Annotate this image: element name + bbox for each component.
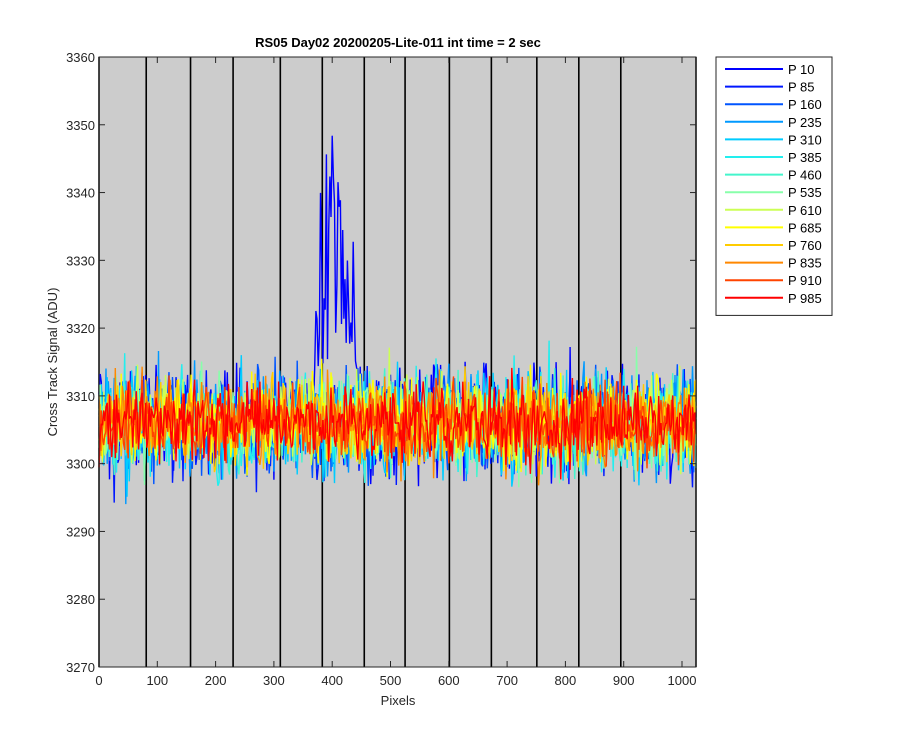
legend-box [715,56,833,316]
x-tick-label: 800 [555,673,577,688]
legend-label: P 910 [788,273,822,288]
legend-label: P 160 [788,97,822,112]
series-layer [98,135,697,505]
y-tick-label: 3340 [66,186,95,201]
x-tick-label: 900 [613,673,635,688]
legend-label: P 985 [788,291,822,306]
legend-label: P 460 [788,168,822,183]
x-tick-label: 200 [205,673,227,688]
legend-label: P 535 [788,185,822,200]
x-axis: 0 100 200 300 400 500 600 700 800 900 1000 [95,57,696,688]
y-tick-label: 3330 [66,253,95,268]
legend-label: P 835 [788,256,822,271]
series-line-p-985 [98,367,697,480]
y-tick-label: 3300 [66,457,95,472]
legend-label: P 10 [788,62,815,77]
chart-title: RS05 Day02 20200205-Lite-011 int time = … [255,35,541,50]
x-tick-label: 0 [95,673,102,688]
legend-label: P 235 [788,115,822,130]
legend-label: P 85 [788,80,815,95]
x-tick-label: 1000 [668,673,697,688]
y-tick-label: 3270 [66,660,95,675]
x-tick-label: 500 [380,673,402,688]
legend-label: P 310 [788,132,822,147]
legend-label: P 760 [788,238,822,253]
y-axis-label: Cross Track Signal (ADU) [45,288,60,437]
legend-label: P 385 [788,150,822,165]
x-tick-label: 400 [321,673,343,688]
legend-label: P 685 [788,220,822,235]
x-tick-label: 300 [263,673,285,688]
y-tick-label: 3320 [66,321,95,336]
y-axis: 3270 3280 3290 3300 3310 3320 3330 3340 3350 3360 [66,50,696,675]
y-tick-label: 3360 [66,50,95,65]
y-tick-label: 3290 [66,524,95,539]
y-tick-label: 3280 [66,592,95,607]
x-tick-label: 100 [146,673,168,688]
legend: P 10 P 85 P 160 P 235 P 310 P 385 P 460 P 535 P … [715,56,833,316]
legend-label: P 610 [788,203,822,218]
plot-frame [98,56,697,668]
y-tick-label: 3350 [66,118,95,133]
x-axis-label: Pixels [381,693,416,708]
y-tick-label: 3310 [66,389,95,404]
x-tick-label: 600 [438,673,460,688]
x-tick-label: 700 [496,673,518,688]
